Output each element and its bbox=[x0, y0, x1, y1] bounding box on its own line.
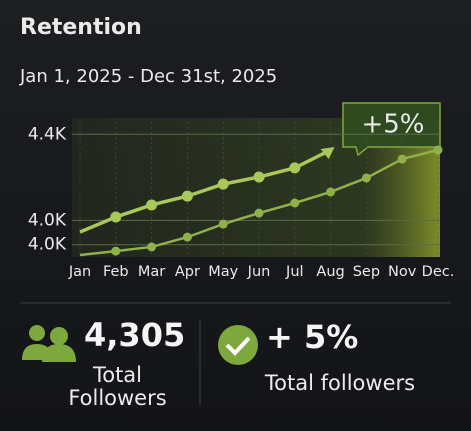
data-point bbox=[147, 242, 157, 252]
stat-label: Total followers bbox=[264, 371, 416, 395]
x-tick-label: Nov bbox=[388, 264, 417, 280]
data-point bbox=[253, 171, 265, 183]
check-icon bbox=[218, 325, 258, 365]
x-tick-label: Feb bbox=[103, 264, 129, 280]
x-tick-label: Jan bbox=[68, 264, 91, 280]
title: Retention bbox=[20, 15, 142, 40]
annotation: +5% bbox=[361, 110, 424, 140]
x-tick-label: Apr bbox=[175, 264, 200, 280]
y-tick-label: 4.0K bbox=[28, 210, 67, 230]
data-point bbox=[326, 187, 336, 197]
stat-value: 4,305 bbox=[84, 316, 186, 354]
followers-icon bbox=[22, 325, 76, 362]
data-point bbox=[181, 190, 193, 202]
data-point bbox=[217, 178, 229, 190]
x-tick-label: Jul bbox=[285, 264, 304, 280]
data-point bbox=[397, 154, 407, 164]
arrow-head bbox=[320, 146, 335, 159]
data-point bbox=[146, 199, 158, 211]
data-point bbox=[110, 211, 122, 223]
data-point bbox=[182, 232, 192, 242]
data-point bbox=[289, 162, 301, 174]
y-tick-label: 4.4K bbox=[28, 124, 67, 144]
data-point bbox=[433, 145, 443, 155]
data-point bbox=[290, 198, 300, 208]
x-tick-label: Jun bbox=[247, 264, 271, 280]
x-tick-label: Dec. bbox=[422, 264, 455, 280]
data-point bbox=[218, 219, 228, 229]
annotation-callout bbox=[342, 102, 441, 157]
data-point bbox=[361, 173, 371, 183]
x-tick-label: May bbox=[208, 264, 238, 280]
stat-label: Total Followers bbox=[68, 363, 167, 410]
x-tick-label: Sep bbox=[353, 264, 380, 280]
x-tick-label: Mar bbox=[138, 264, 165, 280]
data-point bbox=[111, 246, 121, 256]
y-tick-label: 4.0K bbox=[28, 235, 67, 255]
x-tick-label: Aug bbox=[316, 264, 344, 280]
stat-value: + 5% bbox=[266, 318, 359, 356]
series-line bbox=[79, 148, 332, 234]
date-range: Jan 1, 2025 - Dec 31st, 2025 bbox=[19, 66, 277, 87]
data-point bbox=[254, 208, 264, 218]
